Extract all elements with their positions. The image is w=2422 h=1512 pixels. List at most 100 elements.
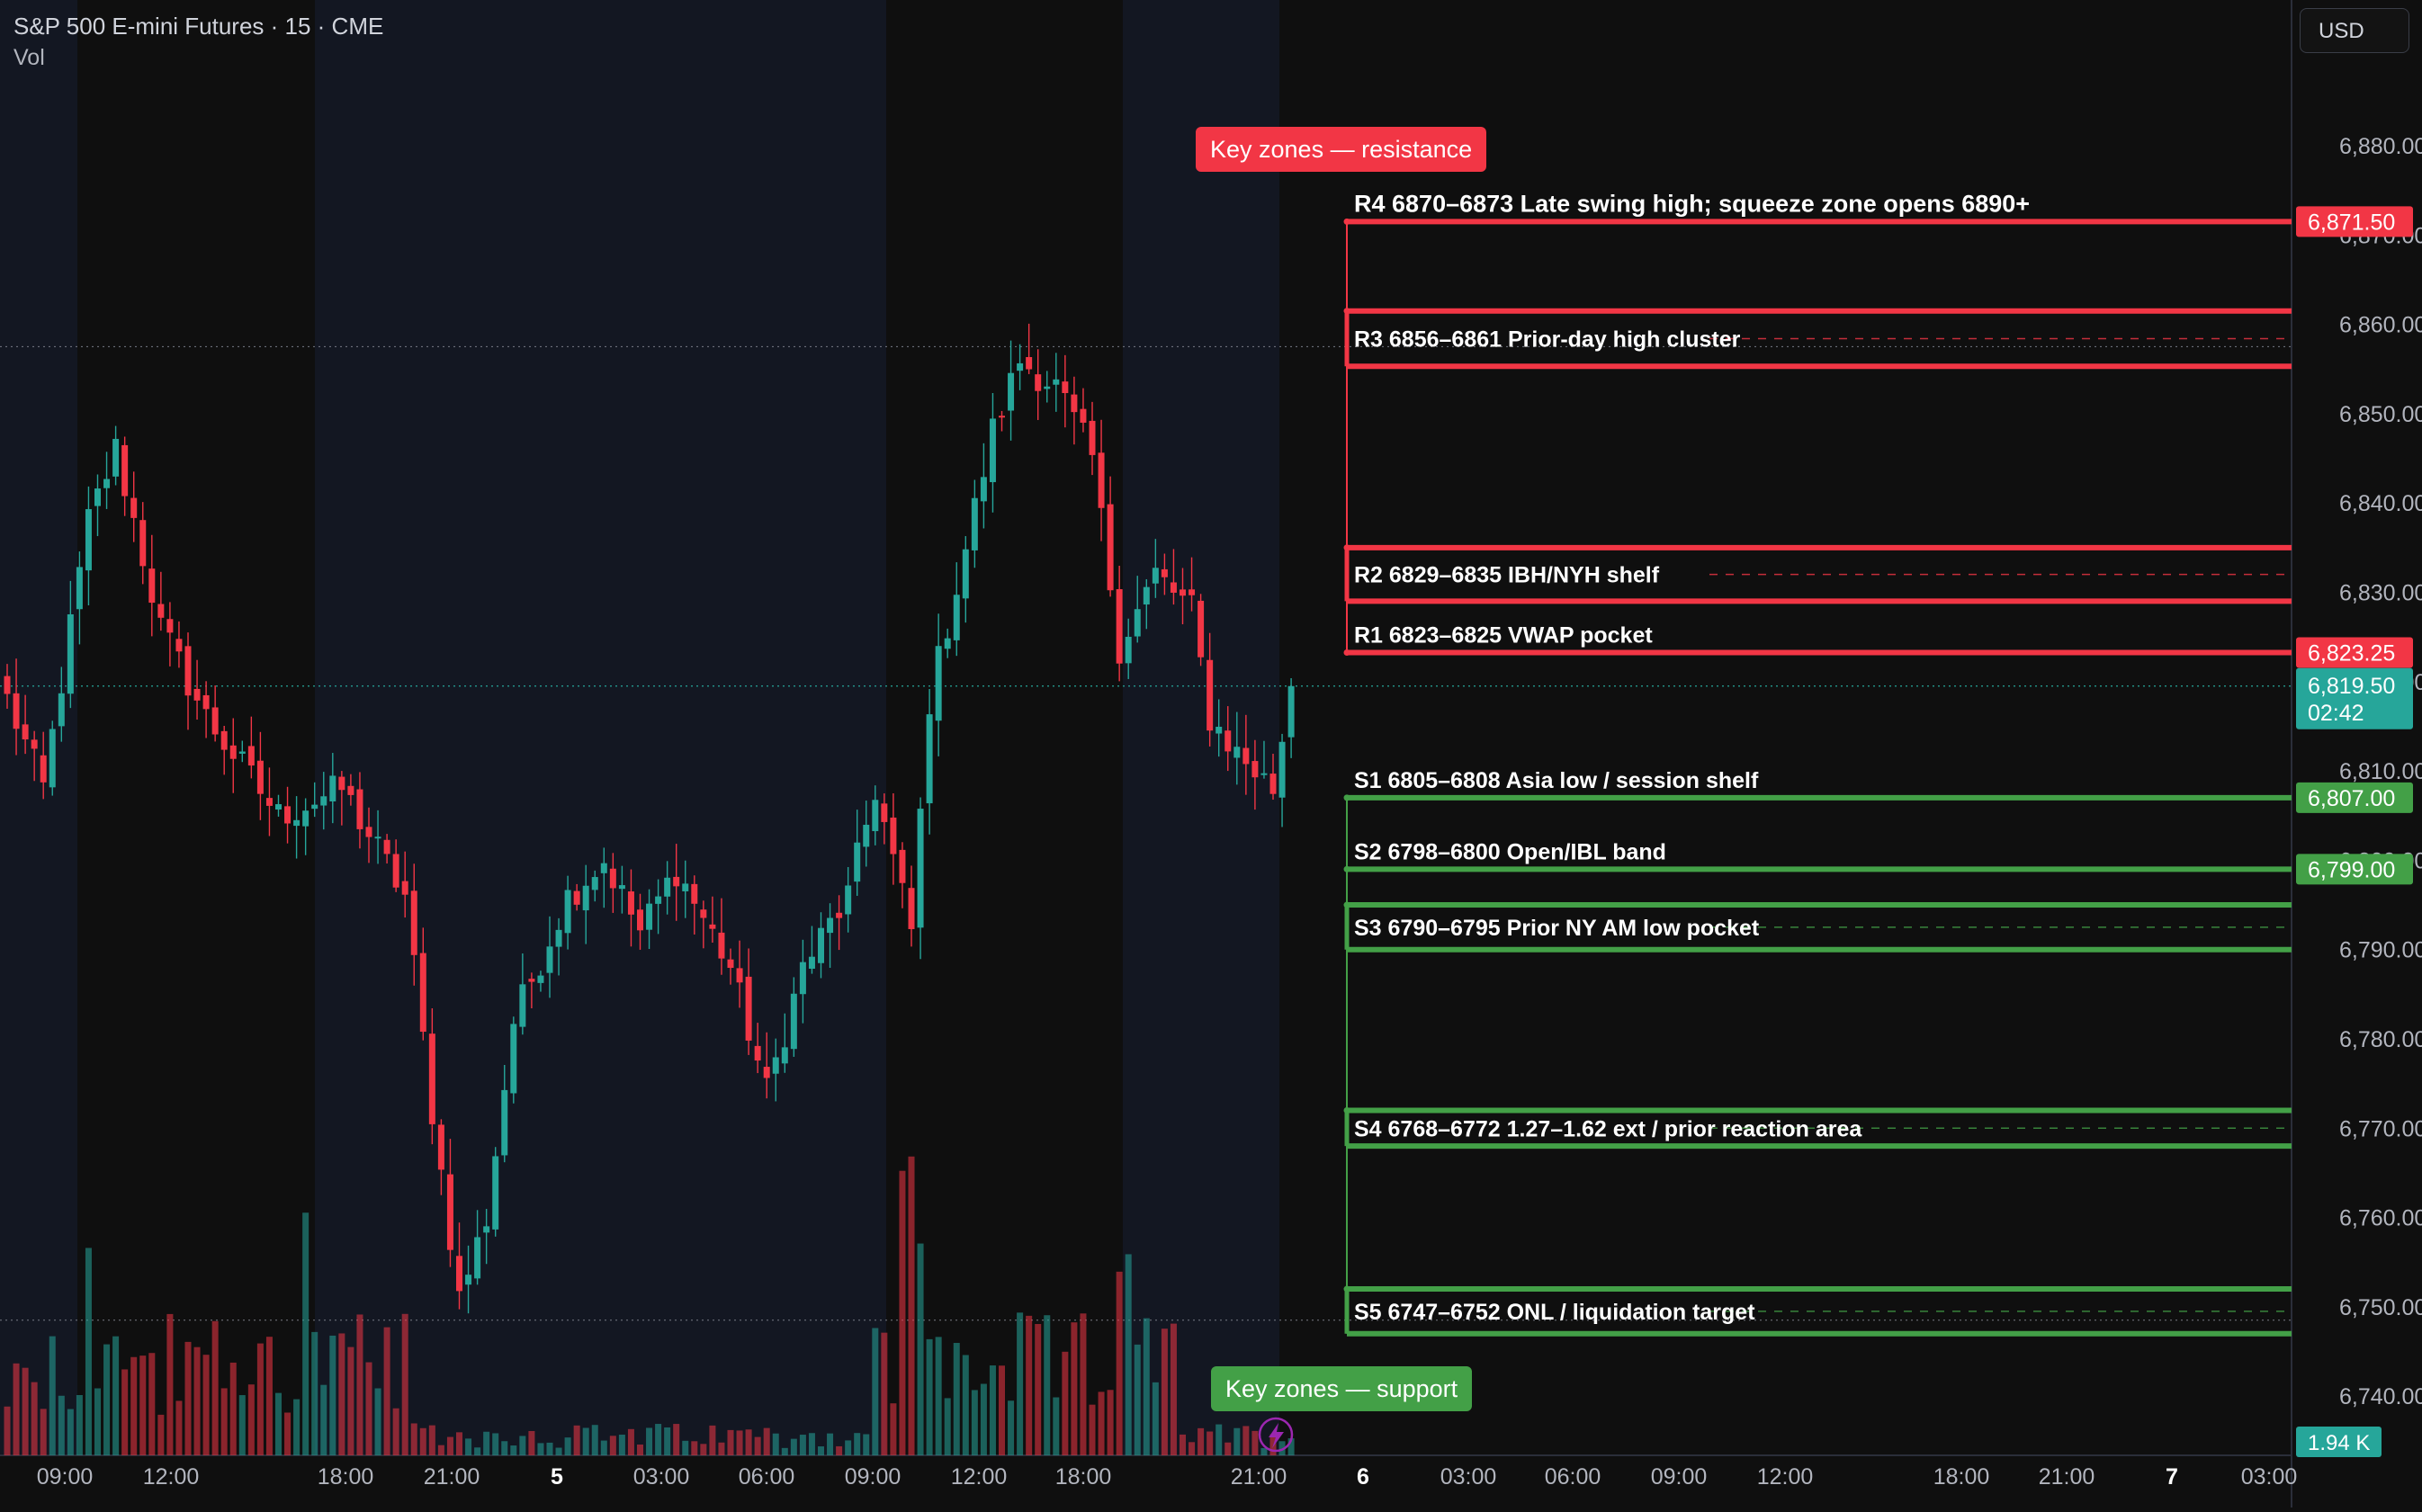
candle-body[interactable] xyxy=(510,1024,517,1094)
candle-body[interactable] xyxy=(229,745,237,759)
candle-body[interactable] xyxy=(1080,408,1087,423)
candle-body[interactable] xyxy=(673,876,680,887)
candle-body[interactable] xyxy=(736,968,743,983)
candle-body[interactable] xyxy=(691,883,698,904)
candle-body[interactable] xyxy=(238,751,246,754)
candle-body[interactable] xyxy=(284,806,292,824)
candle-body[interactable] xyxy=(890,817,897,854)
candle-body[interactable] xyxy=(166,619,174,633)
candle-body[interactable] xyxy=(392,854,399,888)
candle-body[interactable] xyxy=(926,714,933,804)
candle-body[interactable] xyxy=(1260,773,1268,775)
candle-body[interactable] xyxy=(899,849,906,883)
candle-body[interactable] xyxy=(836,912,843,918)
candle-body[interactable] xyxy=(718,932,725,959)
candle-body[interactable] xyxy=(1161,568,1168,577)
candle-body[interactable] xyxy=(935,646,942,721)
candle-body[interactable] xyxy=(365,827,372,837)
candle-body[interactable] xyxy=(1071,394,1078,413)
candle-body[interactable] xyxy=(1035,374,1042,391)
candle-body[interactable] xyxy=(220,730,228,750)
candle-body[interactable] xyxy=(682,883,689,891)
candle-body[interactable] xyxy=(754,1045,761,1061)
candle-body[interactable] xyxy=(790,993,797,1050)
candle-body[interactable] xyxy=(1189,589,1196,595)
candle-body[interactable] xyxy=(618,885,625,890)
candle-body[interactable] xyxy=(157,604,165,618)
candle-body[interactable] xyxy=(1269,774,1277,794)
candle-body[interactable] xyxy=(655,896,662,904)
candle-body[interactable] xyxy=(917,809,924,928)
candle-body[interactable] xyxy=(546,946,553,973)
candle-body[interactable] xyxy=(582,885,589,911)
candle-body[interactable] xyxy=(4,675,11,694)
candle-body[interactable] xyxy=(130,497,138,518)
candle-body[interactable] xyxy=(763,1067,770,1078)
candle-body[interactable] xyxy=(139,520,147,567)
candle-body[interactable] xyxy=(401,881,408,895)
candle-body[interactable] xyxy=(446,1174,453,1250)
candle-body[interactable] xyxy=(311,804,318,810)
candle-body[interactable] xyxy=(627,891,634,915)
candle-body[interactable] xyxy=(184,646,192,696)
candle-body[interactable] xyxy=(591,877,598,890)
candle-body[interactable] xyxy=(338,776,345,791)
candle-body[interactable] xyxy=(22,724,29,740)
candle-body[interactable] xyxy=(103,479,111,488)
candle-body[interactable] xyxy=(329,775,336,801)
candle-body[interactable] xyxy=(818,927,824,963)
candle-body[interactable] xyxy=(799,962,806,995)
candle-body[interactable] xyxy=(1107,504,1114,591)
candle-body[interactable] xyxy=(1044,386,1051,389)
candle-body[interactable] xyxy=(1125,636,1132,664)
candle-body[interactable] xyxy=(121,444,129,497)
candle-body[interactable] xyxy=(962,549,969,599)
candle-body[interactable] xyxy=(573,890,580,905)
candle-body[interactable] xyxy=(564,890,571,934)
candle-body[interactable] xyxy=(881,803,888,822)
candle-body[interactable] xyxy=(1134,609,1141,637)
candle-body[interactable] xyxy=(374,837,381,839)
candle-body[interactable] xyxy=(808,956,815,970)
candle-body[interactable] xyxy=(465,1275,472,1285)
candle-body[interactable] xyxy=(908,888,915,929)
candle-body[interactable] xyxy=(112,438,120,477)
candle-body[interactable] xyxy=(1287,685,1295,738)
candle-body[interactable] xyxy=(637,909,643,931)
candle-body[interactable] xyxy=(863,824,870,847)
candle-body[interactable] xyxy=(474,1237,481,1279)
candle-body[interactable] xyxy=(519,984,526,1027)
candle-body[interactable] xyxy=(410,890,417,955)
candle-body[interactable] xyxy=(1198,600,1205,658)
candle-body[interactable] xyxy=(193,688,201,701)
candle-body[interactable] xyxy=(1053,379,1060,385)
candle-body[interactable] xyxy=(700,909,707,918)
candle-body[interactable] xyxy=(1180,589,1186,596)
candle-body[interactable] xyxy=(211,707,219,735)
candle-body[interactable] xyxy=(456,1256,462,1292)
candle-body[interactable] xyxy=(320,796,327,806)
candle-body[interactable] xyxy=(1233,747,1241,758)
candle-body[interactable] xyxy=(419,953,426,1033)
candle-body[interactable] xyxy=(1062,381,1069,394)
candle-body[interactable] xyxy=(347,785,354,795)
candle-body[interactable] xyxy=(275,804,282,810)
candle-body[interactable] xyxy=(872,800,879,832)
candle-body[interactable] xyxy=(356,789,363,829)
candle-body[interactable] xyxy=(94,488,101,506)
candle-body[interactable] xyxy=(709,924,716,929)
candle-body[interactable] xyxy=(85,509,92,571)
candle-body[interactable] xyxy=(1152,568,1159,584)
candle-body[interactable] xyxy=(1207,659,1214,731)
candle-body[interactable] xyxy=(845,885,852,915)
candle-body[interactable] xyxy=(664,877,671,897)
candle-body[interactable] xyxy=(555,929,562,947)
candle-body[interactable] xyxy=(256,760,264,794)
candle-body[interactable] xyxy=(971,497,978,550)
candle-body[interactable] xyxy=(437,1124,444,1170)
candle-body[interactable] xyxy=(1089,420,1096,455)
candle-body[interactable] xyxy=(1170,582,1177,593)
candle-body[interactable] xyxy=(1143,586,1150,605)
candle-body[interactable] xyxy=(609,868,616,889)
